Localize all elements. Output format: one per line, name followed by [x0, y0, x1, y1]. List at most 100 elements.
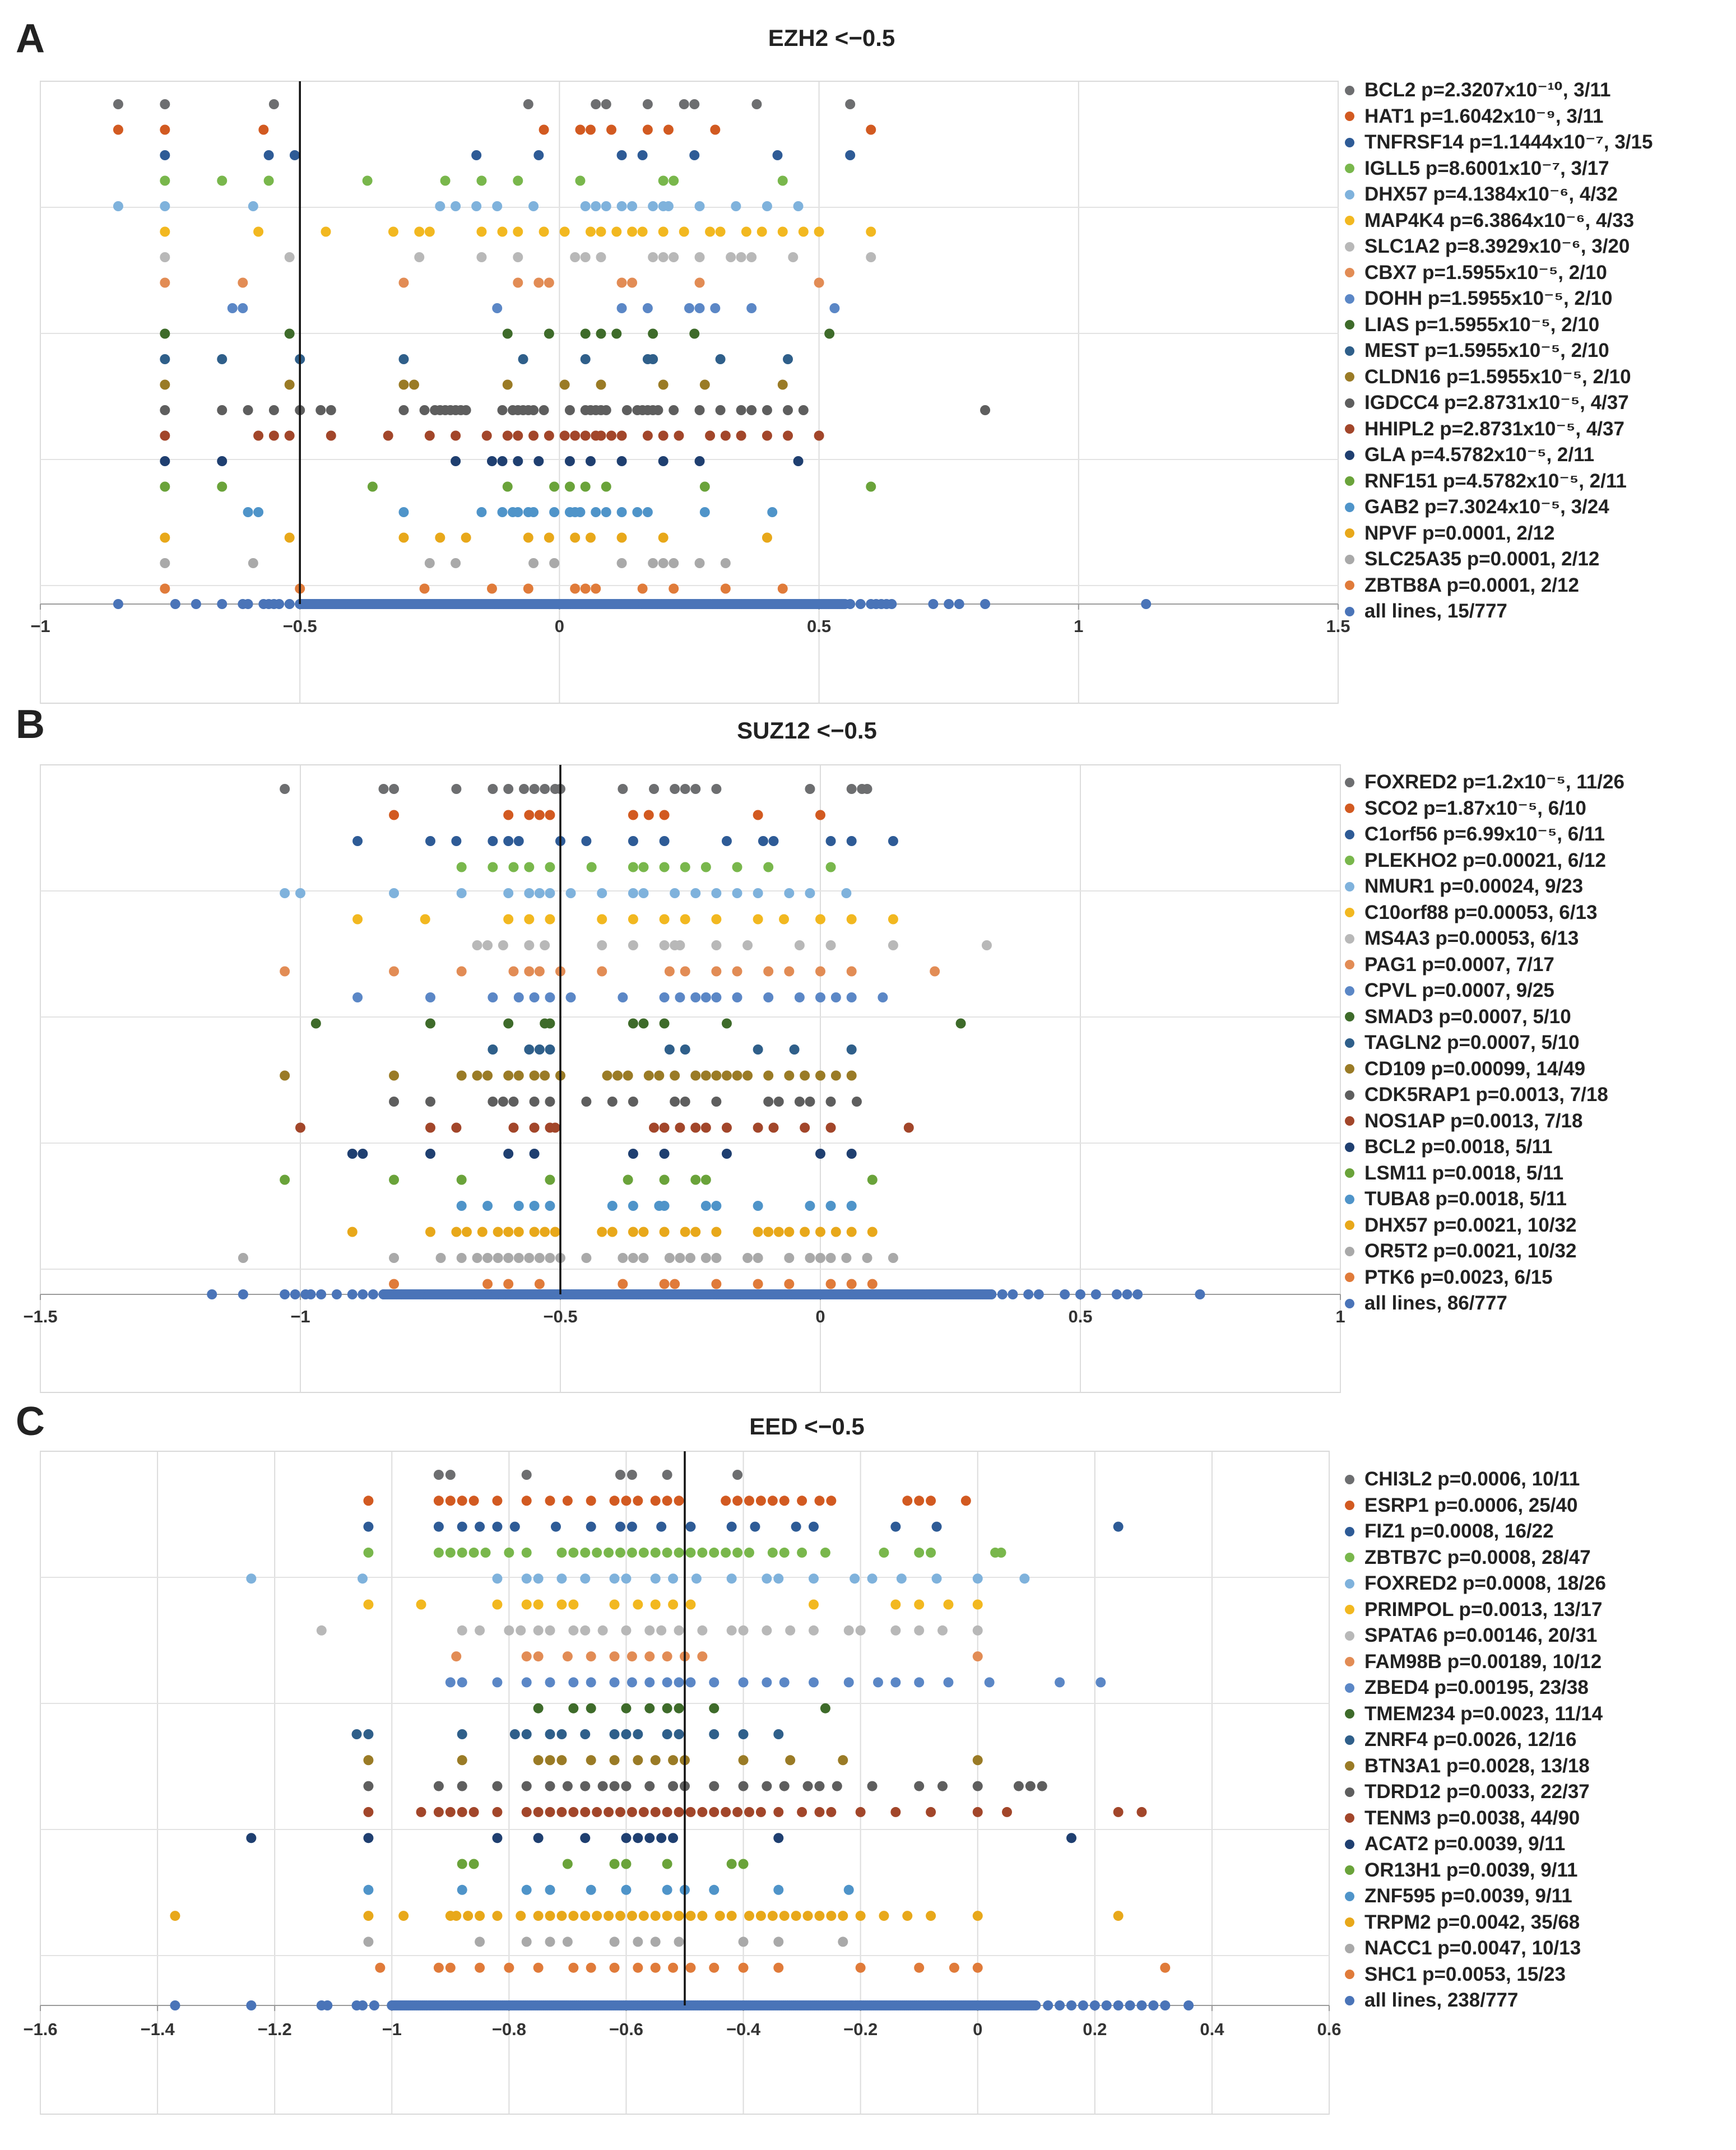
data-point	[690, 1227, 701, 1237]
data-point	[545, 1625, 555, 1636]
series-zbtb7c	[363, 1547, 1006, 1558]
data-point	[425, 992, 435, 1002]
data-point	[433, 1470, 444, 1480]
data-point	[562, 1651, 573, 1662]
legend-entry: C10orf88 p=0.00053, 6/13	[1345, 900, 1624, 926]
data-point	[425, 1122, 435, 1133]
legend-marker	[1345, 554, 1354, 564]
data-point	[972, 1755, 983, 1766]
data-point	[440, 175, 451, 186]
data-point	[662, 1911, 672, 1921]
series-tenm3	[363, 1807, 1147, 1817]
legend-label: MEST p=1.5955x10⁻⁵, 2/10	[1364, 340, 1609, 361]
legend-marker	[1345, 1970, 1354, 1980]
data-point	[456, 1201, 467, 1211]
data-point	[534, 810, 545, 820]
data-point	[674, 1703, 684, 1714]
data-point	[873, 1677, 883, 1688]
legend-entry: SCO2 p=1.87x10⁻⁵, 6/10	[1345, 796, 1624, 822]
data-point	[615, 1521, 625, 1532]
plot-area	[40, 81, 1339, 704]
data-point	[533, 150, 544, 160]
x-tick-label: −0.6	[609, 2019, 643, 2039]
data-point	[763, 1070, 774, 1081]
data-point	[685, 1911, 696, 1921]
legend-marker	[1345, 450, 1354, 460]
legend-entry: PLEKHO2 p=0.00021, 6/12	[1345, 848, 1624, 874]
data-point	[568, 1703, 579, 1714]
data-point	[890, 1625, 901, 1636]
data-point	[513, 1070, 524, 1081]
data-point	[310, 1018, 321, 1029]
data-point	[160, 583, 170, 594]
data-point	[644, 1833, 655, 1843]
data-point	[398, 532, 409, 543]
data-point	[615, 1911, 625, 1921]
x-tick-label: −1	[30, 616, 50, 636]
data-point	[720, 558, 731, 568]
series-fiz1	[363, 1521, 1124, 1532]
data-point	[488, 1097, 498, 1107]
data-point	[457, 1547, 467, 1558]
data-point	[825, 940, 836, 950]
data-point	[358, 1573, 368, 1584]
data-point	[826, 1496, 837, 1506]
data-point	[472, 1070, 482, 1081]
legend-entry: SLC1A2 p=8.3929x10⁻⁶, 3/20	[1345, 234, 1653, 260]
data-point	[746, 405, 757, 415]
data-point	[513, 1253, 524, 1263]
data-point	[268, 405, 279, 415]
data-point	[562, 1859, 573, 1869]
data-point	[890, 1599, 901, 1610]
data-point	[809, 1573, 819, 1584]
data-point	[521, 1573, 532, 1584]
data-point	[471, 150, 482, 160]
legend-label: MAP4K4 p=6.3864x10⁻⁶, 4/33	[1364, 209, 1635, 231]
data-point	[363, 1807, 374, 1817]
data-point	[846, 1279, 857, 1289]
data-point	[424, 558, 435, 568]
legend-entry: BCL2 p=0.0018, 5/11	[1345, 1134, 1624, 1160]
data-point	[638, 1018, 649, 1029]
data-point	[581, 836, 592, 846]
data-point	[866, 252, 876, 262]
data-point	[930, 966, 940, 977]
panel-letter: A	[16, 16, 45, 61]
data-point	[814, 430, 824, 441]
data-point	[753, 1279, 763, 1289]
legend-entry: CHI3L2 p=0.0006, 10/11	[1345, 1466, 1606, 1493]
data-point	[684, 303, 694, 313]
data-point	[650, 1573, 661, 1584]
legend-label: SPATA6 p=0.00146, 20/31	[1364, 1624, 1598, 1646]
data-point	[802, 1911, 813, 1921]
data-point	[476, 175, 487, 186]
series-dhx57	[347, 1227, 878, 1237]
data-point	[628, 810, 638, 820]
data-point	[656, 1833, 667, 1843]
data-point	[838, 1937, 848, 1947]
data-point	[626, 1651, 637, 1662]
data-point	[388, 226, 398, 237]
data-point	[289, 150, 300, 160]
data-point	[284, 328, 295, 339]
data-point	[601, 481, 611, 492]
data-point	[709, 1677, 720, 1688]
data-point	[642, 99, 653, 109]
chart-title: SUZ12 <−0.5	[737, 717, 877, 744]
data-point	[524, 966, 535, 977]
data-point	[662, 1703, 672, 1714]
data-point	[825, 1279, 836, 1289]
data-point	[524, 1253, 535, 1263]
data-point	[435, 201, 445, 211]
data-point	[628, 914, 638, 925]
legend-marker	[1345, 1995, 1354, 2005]
data-point	[570, 252, 581, 262]
data-point	[580, 1833, 591, 1843]
data-point	[845, 150, 856, 160]
data-point	[457, 1677, 467, 1688]
legend-label: FOXRED2 p=1.2x10⁻⁵, 11/26	[1364, 771, 1624, 793]
data-point	[580, 430, 591, 441]
data-point	[825, 1253, 836, 1263]
data-point	[867, 1174, 878, 1185]
legend-entry: GAB2 p=7.3024x10⁻⁵, 3/24	[1345, 494, 1653, 521]
